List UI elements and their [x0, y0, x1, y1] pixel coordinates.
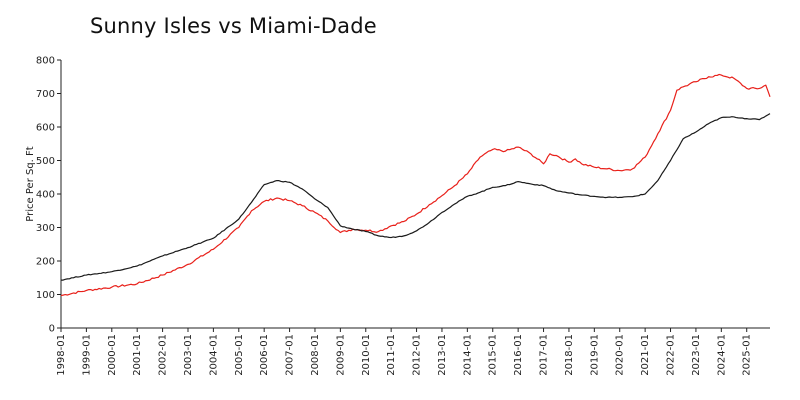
y-tick-label: 500 — [36, 156, 55, 167]
x-tick-label: 2014-01 — [462, 334, 473, 376]
y-tick-label: 100 — [36, 290, 55, 301]
axes — [60, 60, 770, 329]
x-tick-label: 2003-01 — [183, 334, 194, 376]
x-axis-ticks: 1998-01 1999-01 2000-01 2001-01 2002-01 2003-… — [56, 328, 753, 376]
x-tick-label: 2024-01 — [716, 334, 727, 376]
y-axis-ticks: 0 100 200 300 400 500 600 700 800 — [36, 56, 61, 335]
x-tick-label: 2018-01 — [564, 334, 575, 376]
x-tick-label: 2011-01 — [386, 334, 397, 376]
x-tick-label: 2017-01 — [539, 334, 550, 376]
y-tick-label: 300 — [36, 223, 55, 234]
x-tick-label: 2025-01 — [742, 334, 753, 376]
series-layer — [60, 73, 771, 297]
x-tick-label: 2010-01 — [361, 334, 372, 376]
x-tick-label: 1998-01 — [56, 334, 67, 376]
x-tick-label: 2004-01 — [208, 334, 219, 376]
series-line-1 — [60, 73, 771, 297]
x-tick-label: 2015-01 — [488, 334, 499, 376]
x-tick-label: 2021-01 — [640, 334, 651, 376]
chart-title: Sunny Isles vs Miami-Dade — [90, 14, 377, 38]
x-tick-label: 2019-01 — [589, 334, 600, 376]
x-tick-label: 2012-01 — [412, 334, 423, 376]
y-tick-label: 700 — [36, 89, 55, 100]
y-tick-label: 0 — [49, 324, 55, 335]
y-tick-label: 400 — [36, 190, 55, 201]
y-tick-label: 600 — [36, 123, 55, 134]
x-tick-label: 2013-01 — [437, 334, 448, 376]
y-axis-title: Price Per Sq. Ft — [25, 146, 36, 221]
x-tick-label: 2016-01 — [513, 334, 524, 376]
y-tick-label: 800 — [36, 56, 55, 67]
series-line-2 — [60, 113, 771, 281]
x-tick-label: 2001-01 — [132, 334, 143, 376]
x-tick-label: 2005-01 — [234, 334, 245, 376]
x-tick-label: 2007-01 — [285, 334, 296, 376]
x-tick-label: 2022-01 — [666, 334, 677, 376]
x-tick-label: 2023-01 — [691, 334, 702, 376]
x-tick-label: 2008-01 — [310, 334, 321, 376]
x-tick-label: 2009-01 — [335, 334, 346, 376]
x-tick-label: 2000-01 — [107, 334, 118, 376]
x-tick-label: 2020-01 — [615, 334, 626, 376]
x-tick-label: 2006-01 — [259, 334, 270, 376]
x-tick-label: 2002-01 — [158, 334, 169, 376]
y-tick-label: 200 — [36, 257, 55, 268]
x-tick-label: 1999-01 — [81, 334, 92, 376]
